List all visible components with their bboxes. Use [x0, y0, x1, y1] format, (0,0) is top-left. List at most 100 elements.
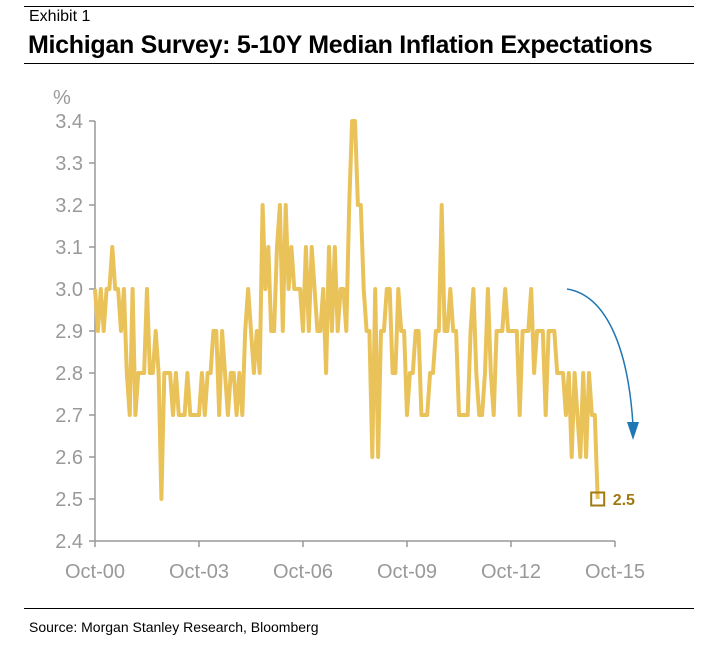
data-point: [245, 331, 246, 332]
data-point: [271, 331, 272, 332]
data-point: [450, 289, 451, 290]
data-point: [317, 331, 318, 332]
data-point: [262, 205, 263, 206]
data-point: [557, 373, 558, 374]
data-point: [398, 289, 399, 290]
x-axis: Oct-00 Oct-03 Oct-06 Oct-09 Oct-12 Oct-15: [65, 540, 645, 583]
data-point: [236, 415, 237, 416]
data-point: [438, 331, 439, 332]
data-point: [534, 373, 535, 374]
y-tick-label: 3.1: [55, 237, 83, 259]
y-axis-label: %: [53, 87, 71, 109]
data-point: [141, 373, 142, 374]
arrow-head-icon: [627, 422, 639, 440]
data-point: [100, 289, 101, 290]
data-point: [401, 331, 402, 332]
y-tick-label: 2.9: [55, 321, 83, 343]
data-point: [502, 331, 503, 332]
data-point: [326, 373, 327, 374]
data-point: [392, 373, 393, 374]
data-point: [505, 289, 506, 290]
data-point: [190, 415, 191, 416]
data-point: [175, 373, 176, 374]
data-point: [167, 373, 168, 374]
decline-arrow: [566, 288, 634, 426]
data-point: [459, 415, 460, 416]
data-point: [256, 331, 257, 332]
data-point: [210, 373, 211, 374]
data-point: [222, 331, 223, 332]
data-point: [375, 289, 376, 290]
data-point: [407, 415, 408, 416]
data-point: [97, 331, 98, 332]
data-point: [461, 415, 462, 416]
data-point: [531, 289, 532, 290]
data-point: [219, 415, 220, 416]
data-point: [412, 373, 413, 374]
data-point: [542, 331, 543, 332]
data-point: [297, 289, 298, 290]
data-point: [253, 373, 254, 374]
data-point: [467, 415, 468, 416]
data-point: [591, 415, 592, 416]
data-point: [485, 373, 486, 374]
source-rule: [24, 608, 694, 609]
data-point: [239, 373, 240, 374]
data-point: [545, 415, 546, 416]
data-point: [227, 415, 228, 416]
data-point: [277, 247, 278, 248]
data-point: [268, 247, 269, 248]
data-point: [516, 331, 517, 332]
data-point: [551, 331, 552, 332]
data-point: [305, 247, 306, 248]
data-point: [589, 373, 590, 374]
data-point: [444, 331, 445, 332]
data-point: [158, 373, 159, 374]
data-point: [369, 331, 370, 332]
data-point: [135, 415, 136, 416]
data-point: [352, 121, 353, 122]
data-point: [164, 373, 165, 374]
data-point: [109, 289, 110, 290]
y-tick-label: 2.5: [55, 489, 83, 511]
data-point: [366, 331, 367, 332]
data-point: [441, 205, 442, 206]
data-point: [386, 289, 387, 290]
data-point: [525, 331, 526, 332]
data-point: [453, 331, 454, 332]
data-point: [389, 289, 390, 290]
data-point: [251, 331, 252, 332]
data-point: [479, 415, 480, 416]
data-point: [513, 331, 514, 332]
data-point: [144, 373, 145, 374]
data-point: [580, 457, 581, 458]
data-point: [577, 415, 578, 416]
data-point: [537, 331, 538, 332]
data-point: [427, 415, 428, 416]
data-point: [424, 415, 425, 416]
data-point: [568, 373, 569, 374]
data-point: [418, 331, 419, 332]
data-point: [184, 415, 185, 416]
data-point: [121, 331, 122, 332]
data-point: [279, 205, 280, 206]
data-point: [496, 331, 497, 332]
data-point: [112, 247, 113, 248]
data-point: [311, 247, 312, 248]
data-point: [597, 499, 598, 500]
data-point: [242, 415, 243, 416]
data-point: [343, 289, 344, 290]
data-point: [118, 289, 119, 290]
data-point: [115, 289, 116, 290]
data-point: [334, 247, 335, 248]
data-point: [294, 289, 295, 290]
data-point: [421, 415, 422, 416]
data-point: [346, 331, 347, 332]
data-point: [106, 289, 107, 290]
y-tick-label: 2.4: [55, 531, 83, 553]
data-point: [216, 331, 217, 332]
data-point: [331, 331, 332, 332]
data-point: [213, 331, 214, 332]
data-point: [363, 289, 364, 290]
data-point: [314, 289, 315, 290]
